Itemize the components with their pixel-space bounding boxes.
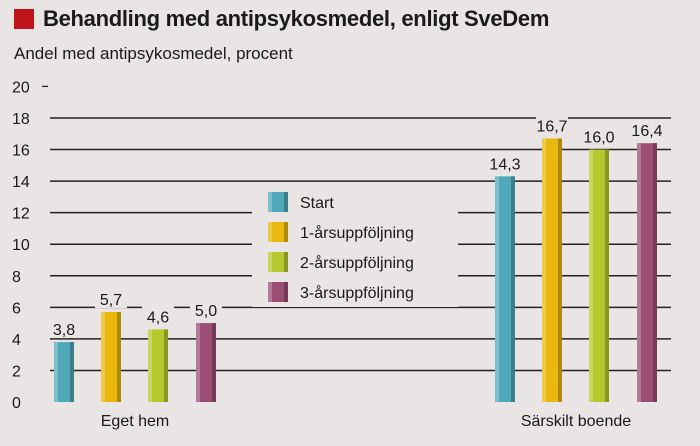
bar-shadow [511,176,515,402]
data-label: 16,0 [583,130,614,147]
data-label-background [536,114,568,135]
bar-highlight [495,176,499,402]
bar [495,176,515,402]
bar-shadow [653,143,657,402]
y-tick-label: 14 [12,174,30,191]
bar-highlight [589,149,593,402]
bar [637,143,657,402]
legend-swatch [268,282,288,302]
legend-swatch-shadow [284,252,288,272]
bar-highlight [54,342,58,402]
bar [542,138,562,402]
y-tick-label: 4 [12,332,21,349]
y-tick-label: 8 [12,269,21,286]
data-label: 4,6 [147,309,169,326]
y-axis-label: Andel med antipsykosmedel, procent [14,44,293,63]
bar-shadow [117,312,121,402]
y-tick-label: 12 [12,206,30,223]
bar [148,329,168,402]
legend-swatch-highlight [268,282,272,302]
y-tick-label: 16 [12,143,30,160]
legend-label: 3-årsuppföljning [300,284,414,302]
legend-swatch [268,192,288,212]
legend-swatch-highlight [268,222,272,242]
data-label: 16,7 [536,118,567,135]
bar [589,149,609,402]
data-label-background [48,318,80,339]
legend-label: 1-årsuppföljning [300,224,414,242]
bar-highlight [637,143,641,402]
data-label-background [95,288,127,309]
data-label-background [583,125,615,146]
legend-swatch-shadow [284,282,288,302]
data-label-background [190,299,222,320]
data-label: 16,4 [631,123,662,140]
y-tick-label: 10 [12,237,30,254]
chart-title-block: Behandling med antipsykosmedel, enligt S… [14,6,549,32]
y-tick-label: 6 [12,300,21,317]
bar-shadow [164,329,168,402]
title-marker [14,9,34,29]
legend-label: 2-årsuppföljning [300,254,414,272]
bar-shadow [212,323,216,402]
data-label: 5,0 [195,303,217,320]
legend-swatch [268,252,288,272]
bar [196,323,216,402]
bar-shadow [558,138,562,402]
x-category-label: Särskilt boende [521,413,631,430]
y-tick-label: 20 [12,79,30,96]
data-label-background [142,305,174,326]
bar-highlight [148,329,152,402]
bar [54,342,74,402]
y-tick-label: 18 [12,111,30,128]
bar-highlight [542,138,546,402]
data-label-background [489,152,521,173]
bar-shadow [70,342,74,402]
y-tick-label: 2 [12,363,21,380]
legend-label: Start [300,195,334,212]
data-label: 14,3 [489,156,520,173]
legend-swatch-highlight [268,192,272,212]
chart-title: Behandling med antipsykosmedel, enligt S… [43,6,550,31]
legend-swatch-shadow [284,192,288,212]
bar [101,312,121,402]
legend-swatch [268,222,288,242]
x-category-label: Eget hem [101,413,169,430]
bar-highlight [196,323,200,402]
y-tick-label: 0 [12,395,21,412]
legend-swatch-shadow [284,222,288,242]
bar-highlight [101,312,105,402]
data-label: 5,7 [100,292,122,309]
data-label: 3,8 [53,322,75,339]
legend-swatch-highlight [268,252,272,272]
data-label-background [631,119,663,140]
bar-shadow [605,149,609,402]
